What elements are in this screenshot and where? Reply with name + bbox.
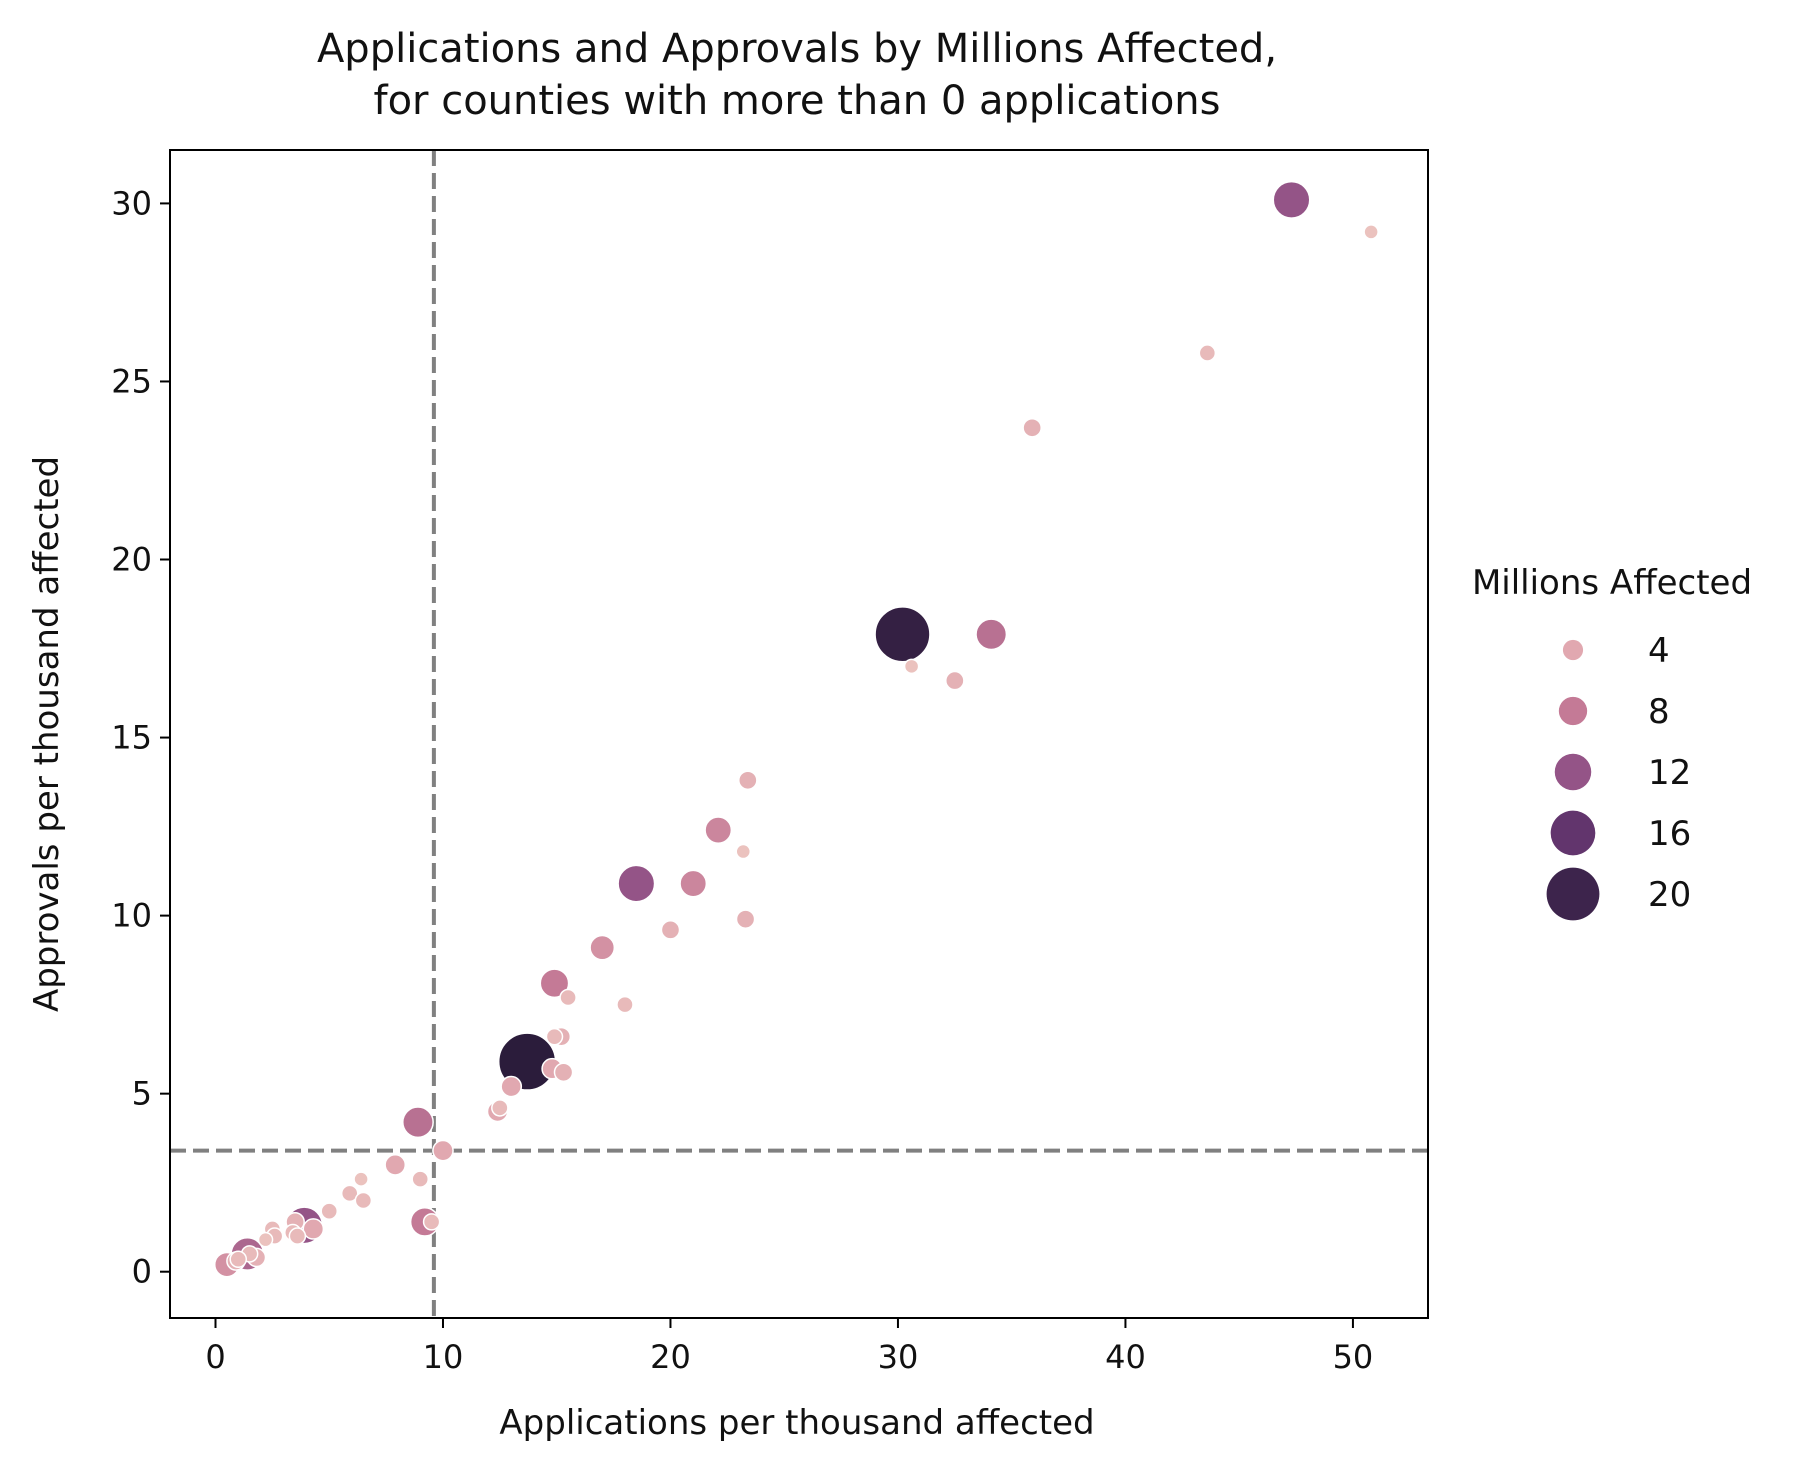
legend-marker <box>1563 640 1583 660</box>
data-point <box>554 1063 572 1081</box>
data-point <box>230 1251 246 1267</box>
x-axis-label: Applications per thousand affected <box>499 1403 1094 1443</box>
data-point <box>501 1076 521 1096</box>
data-point <box>618 865 654 901</box>
legend-label: 20 <box>1648 875 1691 915</box>
data-point <box>1364 225 1378 239</box>
y-tick-label: 0 <box>132 1253 152 1291</box>
data-point <box>560 989 576 1005</box>
y-axis: 0 5 10 15 20 25 30 <box>111 184 170 1290</box>
legend-label: 8 <box>1648 692 1670 732</box>
data-point <box>492 1100 508 1116</box>
legend-title: Millions Affected <box>1472 563 1752 603</box>
data-point <box>1023 419 1041 437</box>
data-point <box>321 1203 337 1219</box>
data-point <box>546 1029 562 1045</box>
data-point <box>424 1214 440 1230</box>
data-point <box>739 771 757 789</box>
data-point <box>1273 182 1309 218</box>
data-point <box>303 1219 323 1239</box>
y-tick-label: 5 <box>132 1075 152 1113</box>
legend-label: 12 <box>1648 753 1691 793</box>
data-point <box>661 921 679 939</box>
data-point <box>385 1155 405 1175</box>
x-tick-label: 40 <box>1105 1338 1146 1376</box>
data-point <box>1199 345 1215 361</box>
y-tick-label: 25 <box>111 362 152 400</box>
legend-label: 16 <box>1648 814 1691 854</box>
data-point <box>259 1233 273 1247</box>
data-point <box>946 672 964 690</box>
legend-label: 4 <box>1648 631 1670 671</box>
x-tick-label: 30 <box>878 1338 919 1376</box>
data-point <box>736 844 750 858</box>
chart-title-line-1: Applications and Approvals by Millions A… <box>317 26 1277 72</box>
data-point <box>412 1171 428 1187</box>
y-tick-label: 30 <box>111 184 152 222</box>
data-point <box>905 659 919 673</box>
data-point <box>433 1141 453 1161</box>
y-tick-label: 15 <box>111 719 152 757</box>
x-axis: 0 10 20 30 40 50 <box>205 1318 1373 1376</box>
data-point <box>680 870 706 896</box>
data-point <box>289 1228 305 1244</box>
x-tick-label: 20 <box>650 1338 691 1376</box>
chart-title-line-2: for counties with more than 0 applicatio… <box>373 78 1220 124</box>
data-point <box>355 1192 371 1208</box>
plot-area <box>170 150 1428 1318</box>
legend-marker <box>1547 868 1600 921</box>
legend: Millions Affected 4 8 12 16 20 <box>1472 563 1752 920</box>
data-point <box>705 817 731 843</box>
data-point <box>590 936 614 960</box>
data-point <box>354 1172 368 1186</box>
axes-frame <box>170 150 1428 1318</box>
legend-marker <box>1551 811 1596 856</box>
x-tick-label: 10 <box>423 1338 464 1376</box>
data-point <box>403 1107 433 1137</box>
legend-marker <box>1555 754 1591 790</box>
y-tick-label: 20 <box>111 541 152 579</box>
data-point <box>976 619 1006 649</box>
x-tick-label: 0 <box>205 1338 225 1376</box>
data-point <box>617 997 633 1013</box>
x-tick-label: 50 <box>1333 1338 1374 1376</box>
data-point <box>736 910 754 928</box>
legend-marker <box>1559 697 1587 725</box>
y-axis-label: Approvals per thousand affected <box>27 456 67 1012</box>
y-tick-label: 10 <box>111 897 152 935</box>
data-point <box>875 607 930 662</box>
